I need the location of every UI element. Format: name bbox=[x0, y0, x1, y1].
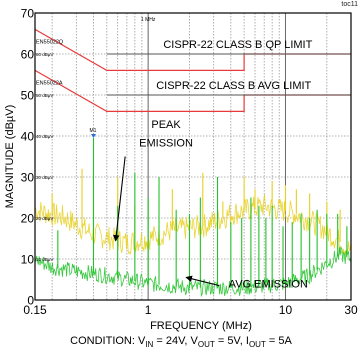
peak-annotation-line1: PEAK bbox=[151, 119, 181, 131]
cond-prefix: CONDITION: V bbox=[70, 335, 146, 347]
avg-limit-annotation: CISPR-22 CLASS B AVG LIMIT bbox=[156, 80, 311, 92]
level-label: 20 dBµV bbox=[36, 216, 53, 221]
peak-arrow bbox=[112, 156, 126, 242]
y-tick-label: 20 bbox=[21, 212, 35, 226]
y-axis-title: MAGNITUDE (dBµV) bbox=[4, 105, 16, 209]
cond-iout-sub: OUT bbox=[248, 340, 266, 350]
qp-limit-annotation: CISPR-22 CLASS B QP LIMIT bbox=[163, 39, 312, 51]
test-condition: CONDITION: VIN = 24V, VOUT = 5V, IOUT = … bbox=[0, 335, 362, 349]
y-tick-label: 40 bbox=[21, 130, 35, 144]
y-tick-label: 30 bbox=[21, 171, 35, 185]
y-tick-label: 0 bbox=[27, 294, 34, 308]
level-label: 50 dBµV bbox=[36, 93, 53, 98]
avg-annotation: AVG EMISSION bbox=[229, 279, 308, 291]
plot-frame bbox=[34, 12, 352, 301]
avg-emission-series bbox=[34, 138, 352, 298]
plot-area bbox=[35, 13, 351, 300]
x-tick-label: 0.15 bbox=[23, 303, 47, 317]
ref-qp-label: EN55022Q bbox=[36, 40, 64, 46]
level-label: 30 dBµV bbox=[36, 175, 53, 180]
x-tick-label: 30 bbox=[344, 303, 358, 317]
avg-arrow bbox=[185, 275, 220, 287]
cond-vout-sub: OUT bbox=[197, 340, 215, 350]
y-tick-label: 50 bbox=[21, 89, 35, 103]
peak-annotation-line2: EMISSION bbox=[139, 137, 193, 149]
marker-1mhz-label: 1 MHz bbox=[141, 17, 156, 23]
y-tick-label: 70 bbox=[21, 7, 35, 21]
peak-emission-line bbox=[34, 194, 352, 257]
cond-vin: = 24V, V bbox=[153, 335, 198, 347]
level-label: 60 dBµV bbox=[36, 52, 53, 57]
ref-avg-label: EN55022A bbox=[36, 81, 63, 87]
y-tick-label: 10 bbox=[21, 253, 35, 267]
marker-m1 bbox=[90, 134, 96, 139]
level-label: 10 dBµV bbox=[36, 257, 53, 262]
cond-vin-sub: IN bbox=[145, 340, 154, 350]
level-label: 40 dBµV bbox=[36, 134, 53, 139]
marker-m1-label: M1 bbox=[89, 128, 96, 134]
x-tick-label: 10 bbox=[279, 303, 293, 317]
figure-code: toc11 bbox=[341, 1, 358, 8]
x-tick-label: 1 bbox=[145, 303, 152, 317]
y-tick-label: 60 bbox=[21, 48, 35, 62]
x-axis-title: FREQUENCY (MHz) bbox=[150, 320, 252, 332]
cond-iout: = 5A bbox=[265, 335, 292, 347]
avg-emission-line bbox=[34, 246, 352, 298]
cond-vout: = 5V, I bbox=[214, 335, 249, 347]
